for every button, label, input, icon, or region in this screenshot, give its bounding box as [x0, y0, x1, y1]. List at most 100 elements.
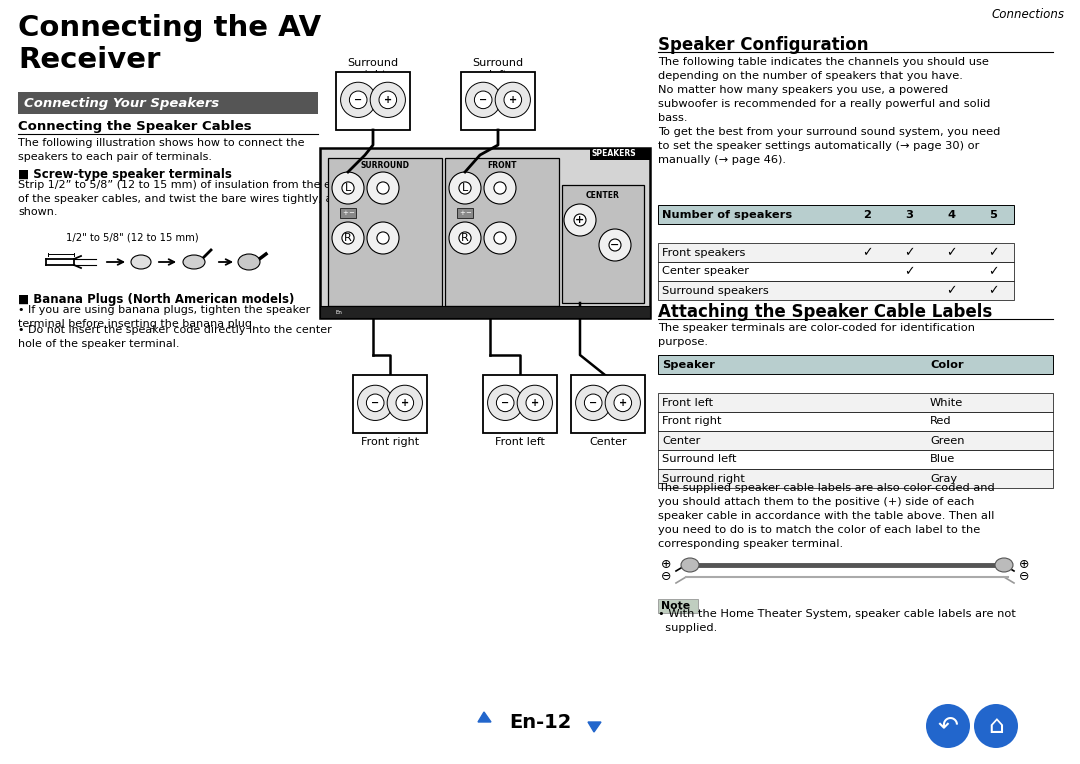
- Bar: [461, 72, 535, 130]
- Circle shape: [494, 182, 507, 194]
- Text: The following illustration shows how to connect the
speakers to each pair of ter: The following illustration shows how to …: [18, 138, 305, 162]
- Text: ✓: ✓: [988, 284, 998, 297]
- Circle shape: [370, 83, 405, 118]
- Text: +: +: [342, 210, 348, 216]
- Text: White: White: [930, 397, 963, 407]
- Circle shape: [615, 394, 632, 412]
- Circle shape: [332, 172, 364, 204]
- Text: • With the Home Theater System, speaker cable labels are not
  supplied.: • With the Home Theater System, speaker …: [658, 609, 1016, 633]
- Text: Strip 1/2” to 5/8” (12 to 15 mm) of insulation from the ends
of the speaker cabl: Strip 1/2” to 5/8” (12 to 15 mm) of insu…: [18, 180, 351, 217]
- Circle shape: [449, 172, 481, 204]
- Circle shape: [484, 222, 516, 254]
- Text: Surround
right: Surround right: [348, 58, 399, 79]
- Circle shape: [609, 239, 621, 251]
- Bar: [445, 158, 559, 306]
- Text: −: −: [480, 95, 487, 105]
- Circle shape: [367, 222, 399, 254]
- Text: ↶: ↶: [937, 714, 959, 738]
- Text: Surround right: Surround right: [662, 474, 745, 484]
- Circle shape: [350, 91, 367, 108]
- Circle shape: [367, 172, 399, 204]
- Ellipse shape: [995, 558, 1013, 572]
- Circle shape: [576, 385, 611, 420]
- Circle shape: [497, 394, 514, 412]
- Bar: [658, 205, 1014, 224]
- Text: Green: Green: [930, 435, 964, 445]
- Circle shape: [573, 214, 586, 226]
- Circle shape: [474, 91, 492, 108]
- Bar: [320, 148, 650, 318]
- Circle shape: [377, 182, 389, 194]
- Text: 5: 5: [989, 209, 997, 219]
- Circle shape: [396, 394, 414, 412]
- Ellipse shape: [681, 558, 699, 572]
- Text: ✓: ✓: [904, 265, 915, 278]
- Text: R: R: [461, 233, 469, 243]
- Text: −: −: [348, 210, 354, 216]
- Polygon shape: [588, 722, 600, 732]
- Circle shape: [484, 172, 516, 204]
- Circle shape: [340, 83, 376, 118]
- Text: ✓: ✓: [988, 265, 998, 278]
- Text: • If you are using banana plugs, tighten the speaker
terminal before inserting t: • If you are using banana plugs, tighten…: [18, 305, 310, 329]
- Text: ✓: ✓: [946, 246, 956, 259]
- Text: Front right: Front right: [361, 437, 419, 447]
- Text: The speaker terminals are color-coded for identification
purpose.: The speaker terminals are color-coded fo…: [658, 323, 975, 347]
- Text: Connections: Connections: [993, 8, 1065, 21]
- Text: Front speakers: Front speakers: [662, 248, 745, 257]
- Text: Front right: Front right: [662, 416, 721, 426]
- Text: Center: Center: [590, 437, 626, 447]
- Text: Receiver: Receiver: [18, 46, 160, 74]
- Text: +: +: [383, 95, 392, 105]
- Text: Speaker Configuration: Speaker Configuration: [658, 36, 868, 54]
- Circle shape: [465, 83, 501, 118]
- Polygon shape: [478, 712, 491, 722]
- Bar: [590, 148, 650, 160]
- Bar: [658, 469, 1053, 488]
- Bar: [658, 599, 698, 613]
- Text: +: +: [459, 210, 464, 216]
- Text: −: −: [372, 398, 379, 408]
- Text: Color: Color: [930, 360, 963, 370]
- Text: Gray: Gray: [930, 474, 957, 484]
- Text: ⊕: ⊕: [661, 558, 672, 571]
- Text: The supplied speaker cable labels are also color-coded and
you should attach the: The supplied speaker cable labels are al…: [658, 483, 995, 549]
- Circle shape: [564, 204, 596, 236]
- Text: R: R: [345, 233, 352, 243]
- Bar: [658, 393, 1053, 412]
- Text: 1/2" to 5/8" (12 to 15 mm): 1/2" to 5/8" (12 to 15 mm): [66, 232, 199, 242]
- Circle shape: [605, 385, 640, 420]
- Text: +: +: [619, 398, 626, 408]
- Text: ✓: ✓: [904, 246, 915, 259]
- Text: • Do not insert the speaker code directly into the center
hole of the speaker te: • Do not insert the speaker code directl…: [18, 325, 332, 348]
- Text: +: +: [530, 398, 539, 408]
- Text: Connecting Your Speakers: Connecting Your Speakers: [24, 96, 219, 109]
- Text: En: En: [336, 309, 342, 315]
- Text: En-12: En-12: [509, 713, 571, 731]
- Text: ■ Banana Plugs (North American models): ■ Banana Plugs (North American models): [18, 293, 295, 306]
- Text: Front left: Front left: [662, 397, 713, 407]
- Ellipse shape: [183, 255, 205, 269]
- Text: L: L: [462, 183, 468, 193]
- Circle shape: [526, 394, 543, 412]
- Text: FRONT: FRONT: [487, 161, 516, 170]
- Ellipse shape: [238, 254, 260, 270]
- Circle shape: [494, 232, 507, 244]
- Text: ✓: ✓: [988, 246, 998, 259]
- Text: Number of speakers: Number of speakers: [662, 209, 792, 219]
- Text: +: +: [576, 215, 584, 225]
- Bar: [483, 375, 557, 433]
- Circle shape: [388, 385, 422, 420]
- Bar: [336, 72, 410, 130]
- Text: Red: Red: [930, 416, 951, 426]
- Text: Blue: Blue: [930, 455, 955, 465]
- Bar: [658, 412, 1053, 431]
- Text: SPEAKERS: SPEAKERS: [592, 150, 636, 158]
- Circle shape: [377, 232, 389, 244]
- Circle shape: [332, 222, 364, 254]
- Text: Surround
left: Surround left: [472, 58, 524, 79]
- Text: Connecting the Speaker Cables: Connecting the Speaker Cables: [18, 120, 252, 133]
- Bar: [658, 355, 1053, 374]
- Circle shape: [517, 385, 552, 420]
- Bar: [340, 208, 356, 218]
